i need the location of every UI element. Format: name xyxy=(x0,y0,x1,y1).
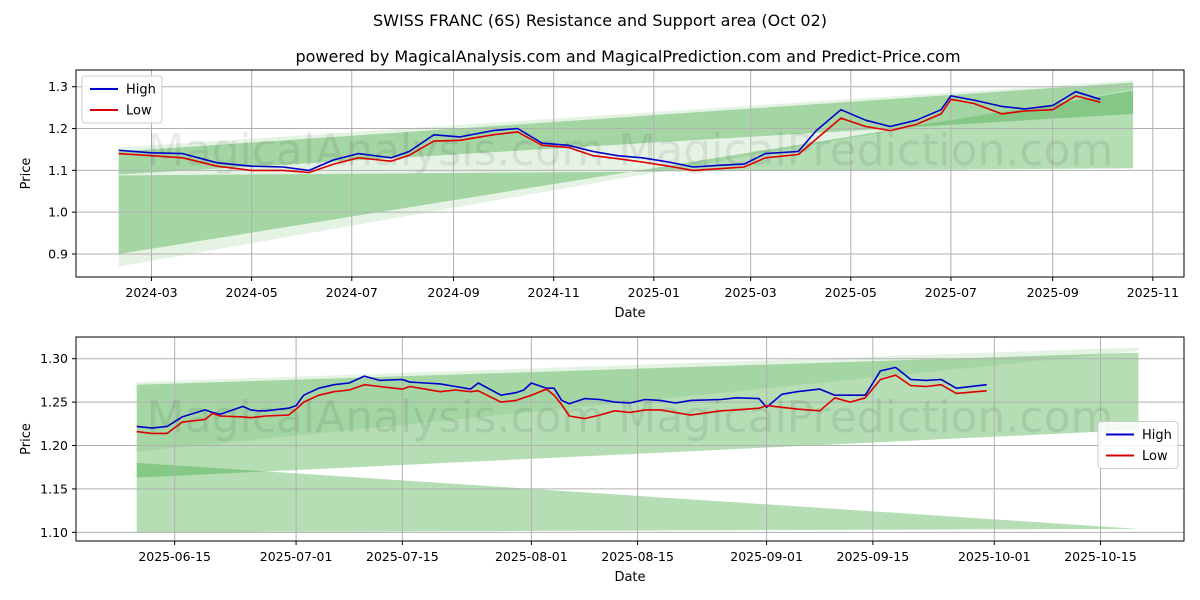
y-axis-label: Price xyxy=(19,158,34,190)
x-tick-label: 2025-06-15 xyxy=(138,549,211,564)
legend-label-high: High xyxy=(126,83,156,98)
legend: High Low xyxy=(1097,421,1179,469)
legend-label-low: Low xyxy=(126,104,152,119)
series-line-high xyxy=(118,90,1101,172)
x-tick-label: 2024-11 xyxy=(528,285,580,300)
x-tick-label: 2024-07 xyxy=(326,285,378,300)
chart-title: SWISS FRANC (6S) Resistance and Support … xyxy=(373,11,827,30)
y-tick-label: 1.25 xyxy=(40,395,68,410)
series-line-high xyxy=(136,366,987,429)
x-tick-label: 2025-11 xyxy=(1127,285,1179,300)
y-tick-label: 1.3 xyxy=(48,79,68,94)
x-tick-label: 2024-03 xyxy=(125,285,177,300)
x-tick-label: 2025-01 xyxy=(628,285,680,300)
legend-label-high: High xyxy=(1142,428,1172,443)
y-axis-label: Price xyxy=(19,423,34,455)
band-1 xyxy=(118,90,1134,254)
x-tick-label: 2025-08-01 xyxy=(495,549,568,564)
x-tick-label: 2025-03 xyxy=(725,285,777,300)
y-tick-label: 1.1 xyxy=(48,163,68,178)
y-tick-label: 1.15 xyxy=(40,481,68,496)
x-tick-label: 2025-10-15 xyxy=(1064,549,1137,564)
watermark: MagicalAnalysis.com MagicalPrediction.co… xyxy=(147,392,1114,443)
y-tick-label: 1.30 xyxy=(40,351,68,366)
top-plot: MagicalAnalysis.com MagicalPrediction.co… xyxy=(19,69,1185,321)
series-line-low xyxy=(136,374,987,435)
x-tick-label: 2024-09 xyxy=(427,285,479,300)
x-tick-label: 2025-08-15 xyxy=(601,549,674,564)
watermark: MagicalAnalysis.com MagicalPrediction.co… xyxy=(147,125,1114,176)
x-tick-label: 2025-10-01 xyxy=(958,549,1031,564)
y-tick-label: 1.0 xyxy=(48,205,68,220)
x-tick-label: 2025-09 xyxy=(1027,285,1079,300)
x-tick-label: 2025-09-01 xyxy=(730,549,803,564)
x-axis-label: Date xyxy=(614,306,645,321)
series-line-low xyxy=(118,95,1101,174)
plot-frame xyxy=(75,69,1185,278)
legend-label-low: Low xyxy=(1142,449,1168,464)
x-tick-label: 2025-07-01 xyxy=(260,549,333,564)
bottom-plot: MagicalAnalysis.com MagicalPrediction.co… xyxy=(19,336,1185,585)
x-axis-label: Date xyxy=(614,570,645,585)
x-tick-label: 2025-07-15 xyxy=(366,549,439,564)
y-tick-label: 1.10 xyxy=(40,525,68,540)
x-tick-label: 2025-09-15 xyxy=(837,549,910,564)
x-tick-label: 2025-05 xyxy=(825,285,877,300)
series-group xyxy=(118,90,1101,174)
series-group xyxy=(136,366,987,435)
legend-box xyxy=(1097,421,1179,469)
chart-subtitle: powered by MagicalAnalysis.com and Magic… xyxy=(295,47,960,66)
legend-box xyxy=(81,75,163,124)
y-tick-label: 1.20 xyxy=(40,438,68,453)
y-tick-label: 1.2 xyxy=(48,121,68,136)
legend: High Low xyxy=(81,75,163,124)
x-tick-label: 2024-05 xyxy=(226,285,278,300)
x-tick-label: 2025-07 xyxy=(925,285,977,300)
y-tick-label: 0.9 xyxy=(48,247,68,262)
band-2 xyxy=(118,80,1134,267)
plot-frame xyxy=(75,336,1185,542)
